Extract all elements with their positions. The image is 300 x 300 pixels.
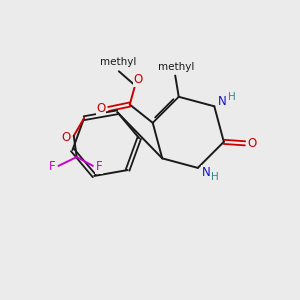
Text: H: H <box>211 172 219 182</box>
Text: N: N <box>218 94 227 107</box>
Text: O: O <box>248 137 257 150</box>
Text: F: F <box>49 160 55 173</box>
Text: O: O <box>134 73 142 86</box>
Text: methyl: methyl <box>158 62 194 72</box>
Text: O: O <box>96 102 106 115</box>
Text: F: F <box>96 160 103 173</box>
Text: methyl: methyl <box>100 57 136 68</box>
Text: O: O <box>61 131 70 144</box>
Text: N: N <box>202 166 210 179</box>
Text: H: H <box>227 92 235 102</box>
